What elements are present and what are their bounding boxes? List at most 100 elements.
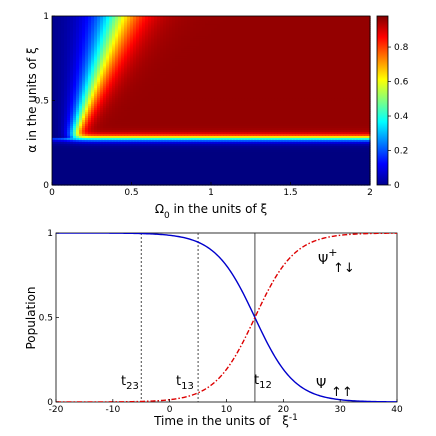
heatmap-cell — [190, 123, 194, 126]
heatmap-cell — [142, 139, 146, 142]
heatmap-cell — [67, 151, 71, 154]
heatmap-cell — [121, 99, 125, 103]
heatmap-cell — [94, 137, 98, 140]
heatmap-cell — [352, 145, 356, 148]
heatmap-cell — [160, 153, 164, 156]
heatmap-cell — [271, 95, 275, 99]
heatmap-cell — [61, 109, 65, 113]
heatmap-cell — [349, 115, 353, 118]
heatmap-cell — [322, 133, 326, 136]
heatmap-cell — [88, 179, 92, 182]
heatmap-cell — [361, 163, 365, 166]
heatmap-cell — [304, 183, 308, 186]
heatmap-cell — [67, 147, 71, 150]
heatmap-cell — [61, 169, 65, 172]
heatmap-cell — [316, 179, 320, 182]
heatmap-cell — [235, 131, 239, 134]
heatmap-cell — [157, 93, 161, 97]
heatmap-cell — [94, 121, 98, 124]
heatmap-cell — [172, 123, 176, 126]
heatmap-cell — [133, 99, 137, 103]
heatmap-cell — [184, 135, 188, 138]
heatmap-cell — [178, 137, 182, 140]
heatmap-cell — [76, 161, 80, 164]
heatmap-cell — [121, 103, 125, 107]
heatmap-cell — [268, 129, 272, 132]
heatmap-cell — [220, 169, 224, 172]
heatmap-cell — [367, 157, 371, 160]
heatmap-cell — [358, 137, 362, 140]
heatmap-cell — [100, 181, 104, 184]
heatmap-cell — [259, 141, 263, 144]
heatmap-cell — [238, 95, 242, 99]
heatmap-cell — [268, 127, 272, 130]
heatmap-cell — [349, 107, 353, 111]
heatmap-cell — [196, 125, 200, 128]
heatmap-cell — [214, 133, 218, 136]
heatmap-cell — [169, 171, 173, 174]
heatmap-cell — [211, 153, 215, 156]
heatmap-cell — [82, 155, 86, 158]
heatmap-cell — [316, 119, 320, 122]
heatmap-cell — [211, 161, 215, 164]
heatmap-cell — [247, 183, 251, 186]
heatmap-cell — [148, 179, 152, 182]
heatmap-cell — [355, 157, 359, 160]
heatmap-cell — [316, 165, 320, 168]
heatmap-cell — [349, 113, 353, 117]
heatmap-cell — [172, 155, 176, 158]
heatmap-cell — [220, 161, 224, 164]
heatmap-cell — [160, 151, 164, 154]
heatmap-cell — [325, 97, 329, 101]
heatmap-cell — [157, 115, 161, 118]
heatmap-cell — [199, 179, 203, 182]
heatmap-cell — [88, 153, 92, 156]
heatmap-cell — [223, 141, 227, 144]
heatmap-cell — [328, 121, 332, 124]
heatmap-cell — [112, 113, 116, 117]
heatmap-cell — [121, 155, 125, 158]
heatmap-cell — [121, 179, 125, 182]
heatmap-cell — [352, 165, 356, 168]
heatmap-cell — [211, 141, 215, 144]
heatmap-cell — [64, 155, 68, 158]
heatmap-cell — [232, 183, 236, 186]
heatmap-cell — [199, 175, 203, 178]
heatmap-cell — [85, 95, 89, 99]
heatmap-cell — [289, 141, 293, 144]
heatmap-cell — [151, 125, 155, 128]
heatmap-cell — [139, 101, 143, 105]
heatmap-cell — [70, 183, 74, 186]
heatmap-cell — [331, 153, 335, 156]
heatmap-cell — [106, 133, 110, 136]
heatmap-cell — [250, 103, 254, 107]
heatmap-cell — [355, 149, 359, 152]
heatmap-cell — [310, 153, 314, 156]
heatmap-cell — [121, 113, 125, 117]
heatmap-cell — [229, 167, 233, 170]
heatmap-cell — [91, 109, 95, 113]
heatmap-cell — [88, 165, 92, 168]
heatmap-cell — [172, 119, 176, 122]
heatmap-cell — [340, 171, 344, 174]
heatmap-cell — [301, 119, 305, 122]
heatmap-cell — [313, 143, 317, 146]
heatmap-cell — [241, 155, 245, 158]
heatmap-cell — [211, 107, 215, 111]
heatmap-cell — [292, 181, 296, 184]
heatmap-cell — [190, 167, 194, 170]
heatmap-cell — [280, 149, 284, 152]
heatmap-cell — [184, 153, 188, 156]
heatmap-cell — [178, 111, 182, 115]
heatmap-cell — [271, 149, 275, 152]
heatmap-cell — [169, 127, 173, 130]
heatmap-cell — [277, 123, 281, 126]
heatmap-cell — [112, 175, 116, 178]
heatmap-cell — [235, 97, 239, 101]
heatmap-cell — [115, 101, 119, 105]
heatmap-cell — [229, 149, 233, 152]
heatmap-cell — [118, 91, 122, 95]
heatmap-cell — [283, 105, 287, 109]
heatmap-cell — [367, 169, 371, 172]
heatmap-cell — [283, 149, 287, 152]
